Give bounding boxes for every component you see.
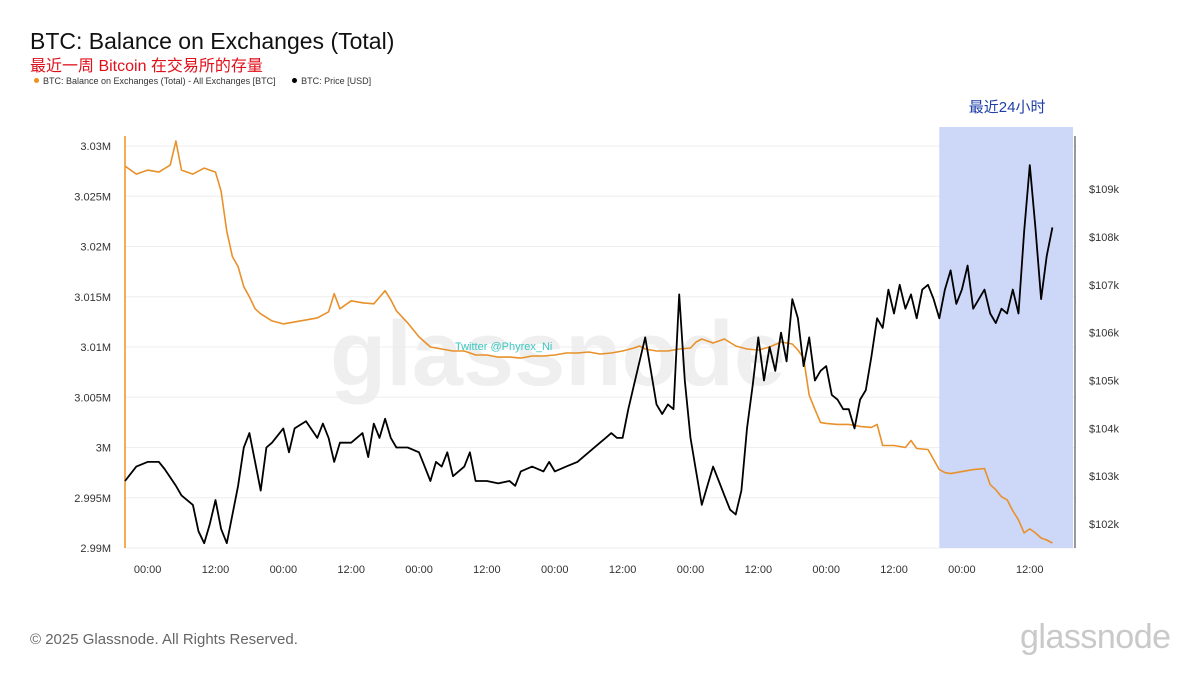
left-tick-label: 3M	[96, 443, 111, 455]
last-24h-label: 最近24小时	[969, 99, 1046, 116]
left-tick-label: 3.025M	[74, 191, 111, 203]
chart-subtitle: 最近一周 Bitcoin 在交易所的存量	[30, 58, 263, 75]
right-tick-label: $108k	[1089, 232, 1119, 244]
left-tick-label: 3.015M	[74, 292, 111, 304]
x-tick-label: 00:00	[541, 564, 569, 576]
glassnode-logo: glassnode	[1020, 618, 1171, 656]
x-tick-label: 00:00	[405, 564, 433, 576]
left-tick-label: 3.005M	[74, 392, 111, 404]
x-tick-label: 12:00	[609, 564, 637, 576]
left-tick-label: 3.02M	[80, 242, 111, 254]
x-tick-label: 00:00	[134, 564, 162, 576]
left-axis-ticks: 2.99M 2.995M 3M 3.005M 3.01M 3.015M 3.02M 3.025…	[74, 141, 111, 555]
x-tick-label: 12:00	[202, 564, 230, 576]
right-tick-label: $105k	[1089, 376, 1119, 388]
left-tick-label: 2.995M	[74, 493, 111, 505]
right-axis-ticks: $102k $103k $104k $105k $106k $107k $108k $109k	[1089, 184, 1119, 531]
legend-label-balance: BTC: Balance on Exchanges (Total) - All …	[43, 75, 276, 86]
price-series-line	[124, 164, 1054, 545]
x-axis-ticks: 00:00 12:00 00:00 12:00 00:00 12:00 00:00 12:00…	[134, 564, 1044, 576]
chart-title: BTC: Balance on Exchanges (Total)	[30, 28, 395, 54]
balance-series-line	[124, 140, 1053, 544]
legend: BTC: Balance on Exchanges (Total) - All …	[34, 75, 385, 86]
right-tick-label: $102k	[1089, 519, 1119, 531]
legend-dot-balance	[34, 78, 39, 83]
legend-item-price[interactable]: BTC: Price [USD]	[292, 76, 371, 86]
left-tick-label: 3.01M	[80, 342, 111, 354]
right-tick-label: $107k	[1089, 280, 1119, 292]
last-24h-highlight	[939, 127, 1073, 548]
x-tick-label: 00:00	[270, 564, 298, 576]
copyright-footer: © 2025 Glassnode. All Rights Reserved.	[30, 631, 298, 648]
twitter-handle: Twitter @Phyrex_Ni	[455, 341, 552, 353]
x-tick-label: 00:00	[948, 564, 976, 576]
x-tick-label: 12:00	[1016, 564, 1044, 576]
x-tick-label: 00:00	[677, 564, 705, 576]
right-tick-label: $106k	[1089, 328, 1119, 340]
legend-label-price: BTC: Price [USD]	[301, 75, 372, 86]
x-tick-label: 12:00	[473, 564, 501, 576]
legend-dot-price	[292, 78, 298, 83]
right-tick-label: $104k	[1089, 423, 1119, 435]
x-tick-label: 12:00	[337, 564, 365, 576]
left-tick-label: 3.03M	[80, 141, 111, 153]
grid-lines	[125, 145, 1075, 549]
x-tick-label: 00:00	[812, 564, 840, 576]
x-tick-label: 12:00	[880, 564, 908, 576]
right-tick-label: $109k	[1089, 184, 1119, 196]
right-tick-label: $103k	[1089, 471, 1119, 483]
left-tick-label: 2.99M	[80, 543, 111, 555]
x-tick-label: 12:00	[745, 564, 773, 576]
legend-item-balance[interactable]: BTC: Balance on Exchanges (Total) - All …	[34, 76, 276, 86]
